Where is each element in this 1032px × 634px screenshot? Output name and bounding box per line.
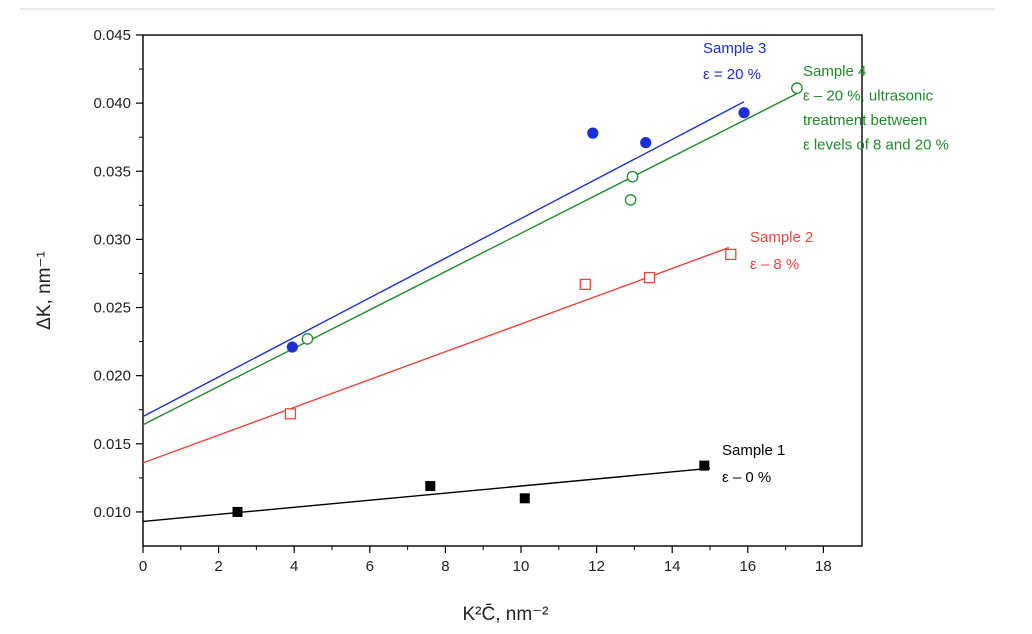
series-label: ε – 0 % bbox=[722, 469, 771, 486]
data-point bbox=[579, 278, 591, 291]
data-point bbox=[791, 82, 803, 94]
series-label: Sample 4 bbox=[803, 63, 866, 80]
x-tick-label: 0 bbox=[139, 558, 147, 575]
data-point bbox=[232, 506, 243, 517]
x-tick-label: 12 bbox=[588, 558, 605, 575]
series-label: Sample 1 bbox=[722, 442, 785, 459]
data-point bbox=[699, 460, 710, 471]
y-tick-label: 0.040 bbox=[93, 95, 131, 112]
data-point bbox=[626, 170, 639, 183]
fit-line bbox=[142, 246, 730, 464]
series-label: Sample 3 bbox=[703, 40, 766, 57]
y-tick-label: 0.015 bbox=[93, 436, 131, 453]
data-point bbox=[640, 137, 652, 149]
y-tick-label: 0.020 bbox=[93, 368, 131, 385]
data-point bbox=[286, 341, 298, 353]
data-point bbox=[587, 127, 599, 139]
fit-line bbox=[142, 467, 711, 523]
x-tick-label: 6 bbox=[366, 558, 374, 575]
series-label: ε levels of 8 and 20 % bbox=[803, 137, 949, 154]
data-point bbox=[643, 271, 656, 284]
x-tick-label: 2 bbox=[214, 558, 222, 575]
x-tick-label: 14 bbox=[664, 558, 681, 575]
data-point bbox=[738, 107, 750, 119]
x-axis-title: K²C̄, nm⁻² bbox=[462, 604, 548, 625]
fit-line bbox=[142, 92, 798, 426]
data-point bbox=[301, 333, 314, 345]
series-label: ε – 8 % bbox=[750, 256, 799, 273]
x-tick-label: 16 bbox=[739, 558, 756, 575]
data-point bbox=[725, 248, 737, 261]
y-tick-label: 0.045 bbox=[93, 27, 131, 44]
plot-frame bbox=[142, 34, 863, 547]
y-tick-label: 0.010 bbox=[93, 504, 131, 521]
x-tick-label: 8 bbox=[441, 558, 449, 575]
y-axis-title: ΔK, nm⁻¹ bbox=[34, 251, 55, 330]
x-tick-label: 18 bbox=[815, 558, 832, 575]
y-tick-label: 0.035 bbox=[93, 163, 131, 180]
x-axis: 0 2 4 6 8 10 12 14 16 18 bbox=[139, 546, 832, 575]
x-tick-label: 10 bbox=[513, 558, 530, 575]
data-point bbox=[624, 194, 637, 206]
x-tick-label: 4 bbox=[290, 558, 298, 575]
data-markers bbox=[232, 82, 803, 517]
data-point bbox=[519, 493, 530, 504]
fit-lines bbox=[142, 92, 798, 523]
y-axis: 0.010 0.015 0.020 0.025 0.030 0.035 0.040 0.045 bbox=[93, 27, 143, 521]
series-label: ε – 20 %, ultrasonic bbox=[803, 88, 934, 105]
y-tick-label: 0.030 bbox=[93, 231, 131, 248]
series-label: ε = 20 % bbox=[703, 66, 761, 83]
data-point bbox=[425, 481, 436, 492]
series-labels: Sample 1 ε – 0 % Sample 2 ε – 8 % Sample 3 ε … bbox=[703, 40, 949, 486]
data-point bbox=[284, 408, 297, 420]
series-label: Sample 2 bbox=[750, 229, 813, 246]
fit-line bbox=[142, 101, 745, 418]
y-tick-label: 0.025 bbox=[93, 300, 131, 317]
series-label: treatment between bbox=[803, 112, 927, 129]
axis-titles: K²C̄, nm⁻² ΔK, nm⁻¹ bbox=[34, 251, 549, 625]
